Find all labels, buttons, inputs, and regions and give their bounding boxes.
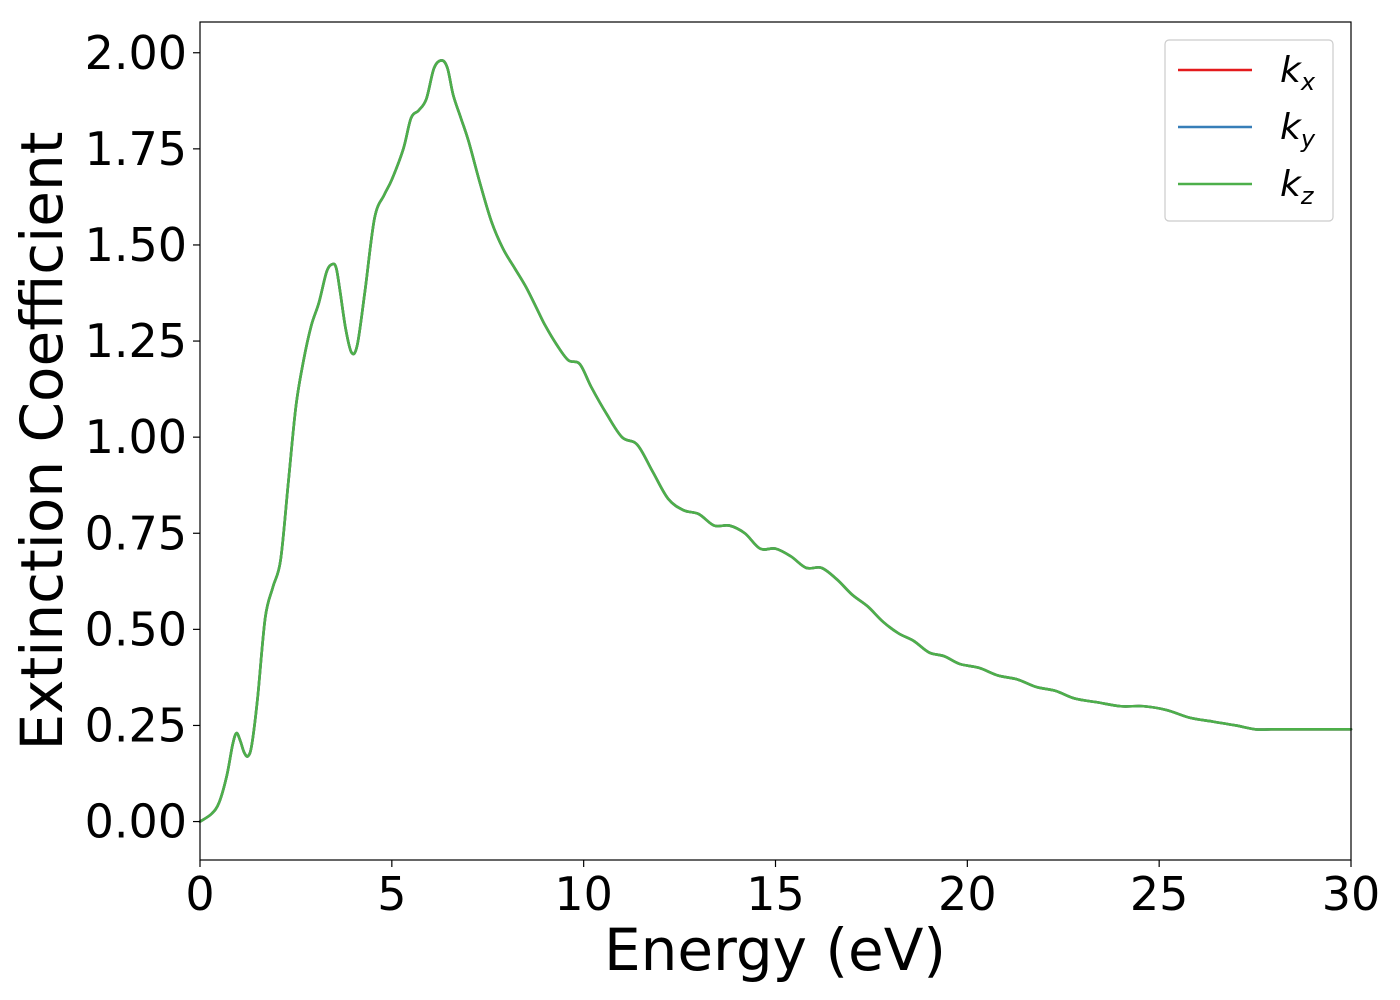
x-tick-label: 20: [938, 867, 997, 921]
y-tick-label: 1.75: [85, 122, 187, 176]
x-tick-label: 0: [185, 867, 214, 921]
legend-label-k-x: kx: [1280, 50, 1316, 96]
y-tick-label: 0.25: [85, 698, 187, 752]
legend-box: [1164, 39, 1334, 222]
y-tick-label: 1.00: [85, 410, 187, 464]
legend: kx ky kz: [1164, 39, 1334, 222]
legend-label-k-z: kz: [1280, 164, 1315, 210]
y-tick-label: 1.50: [85, 218, 187, 272]
x-tick-label: 30: [1322, 867, 1381, 921]
y-axis: 0.00 0.25 0.50 0.75 1.00 1.25 1.50 1.75 2.00: [85, 26, 200, 849]
legend-label-k-y: ky: [1280, 107, 1316, 153]
y-tick-label: 0.50: [85, 602, 187, 656]
y-tick-label: 1.25: [85, 314, 187, 368]
x-tick-label: 10: [554, 867, 613, 921]
x-axis: 0 5 10 15 20 25 30: [185, 860, 1380, 921]
y-tick-label: 0.75: [85, 506, 187, 560]
y-axis-title: Extinction Coefficient: [8, 132, 76, 751]
series-layer: [198, 59, 1353, 823]
plot-background: [200, 22, 1351, 860]
y-tick-label: 2.00: [85, 26, 187, 80]
y-tick-label: 0.00: [85, 795, 187, 849]
x-tick-label: 5: [377, 867, 406, 921]
series-line-k-z: [198, 59, 1353, 823]
x-tick-label: 25: [1130, 867, 1189, 921]
x-axis-title: Energy (eV): [604, 916, 946, 984]
x-tick-label: 15: [746, 867, 805, 921]
